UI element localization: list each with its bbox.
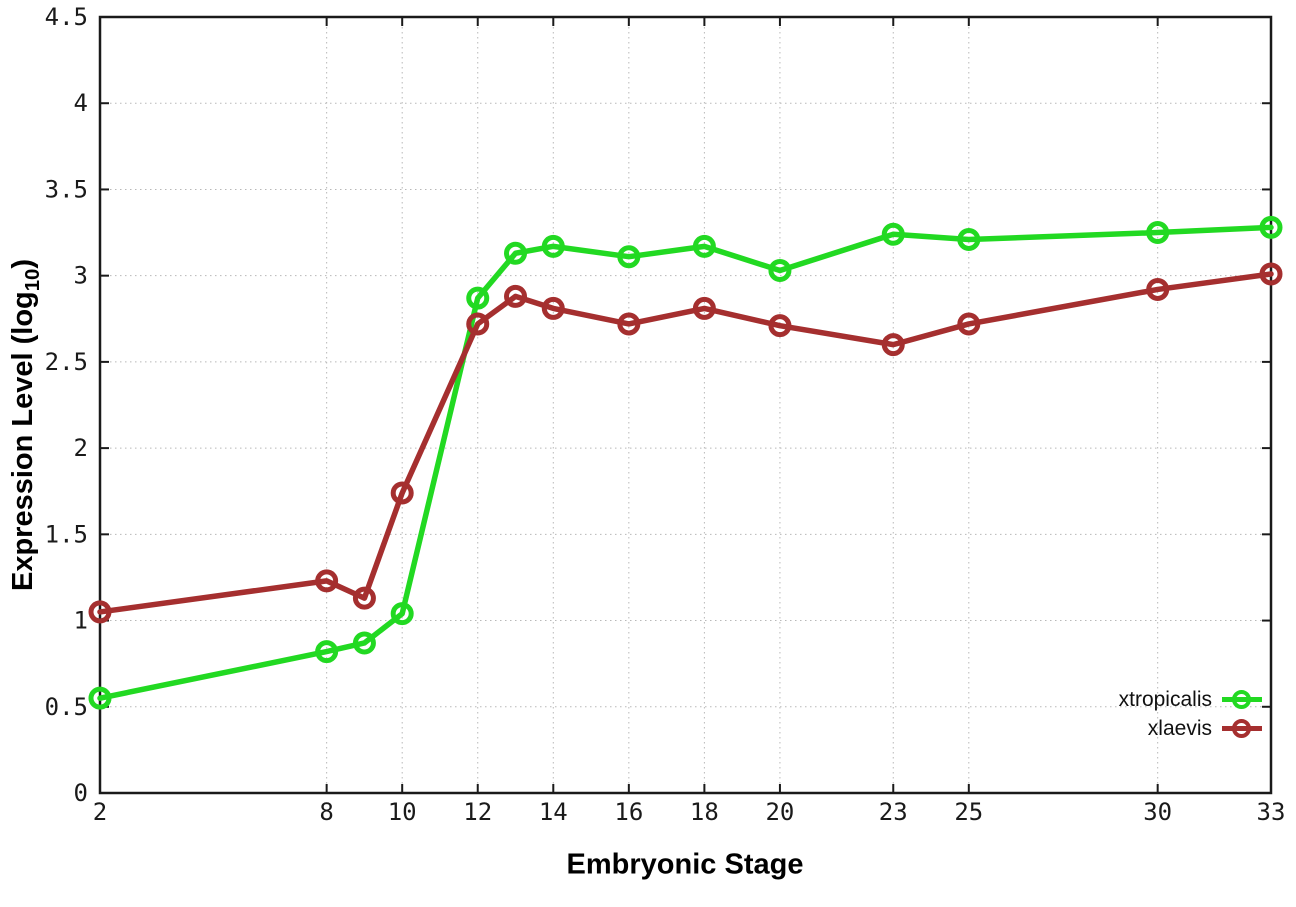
open-circle-marker-icon [1232,689,1251,709]
x-tick-label: 10 [388,798,417,826]
x-tick-label: 18 [690,798,719,826]
legend-label-xtropicalis: xtropicalis [1118,688,1212,711]
y-tick-label: 0 [74,779,88,807]
x-tick-label: 23 [879,798,908,826]
x-tick-label: 25 [954,798,983,826]
y-axis-label-subscript: 10 [22,268,44,292]
legend-item-xlaevis: xlaevis [1119,716,1262,741]
x-tick-label: 8 [319,798,333,826]
y-tick-label: 1.5 [45,520,88,548]
x-axis-label: Embryonic Stage [566,848,804,881]
open-circle-marker-icon [1232,718,1251,738]
y-tick-label: 3 [74,262,88,290]
x-tick-label: 33 [1257,798,1286,826]
y-tick-label: 2 [74,434,88,462]
y-tick-label: 2.5 [45,348,88,376]
y-axis-label-suffix: ) [7,259,39,269]
x-tick-label: 2 [93,798,107,826]
x-tick-label: 30 [1143,798,1172,826]
y-tick-label: 0.5 [45,693,88,721]
y-tick-label: 4 [74,89,88,117]
y-axis-label: Expression Level (log10) [7,259,45,591]
legend: xtropicalis xlaevis [1119,687,1262,741]
legend-label-xlaevis: xlaevis [1147,717,1212,740]
x-tick-label: 16 [614,798,643,826]
legend-marker-xlaevis [1222,717,1262,741]
y-tick-label: 3.5 [45,175,88,203]
y-tick-label: 1 [74,607,88,635]
y-axis-label-text: Expression Level (log [7,291,39,591]
x-tick-label: 14 [539,798,568,826]
x-tick-label: 20 [765,798,794,826]
legend-marker-xtropicalis [1222,688,1262,712]
legend-item-xtropicalis: xtropicalis [1119,687,1262,712]
x-tick-label: 12 [463,798,492,826]
y-tick-label: 4.5 [45,3,88,31]
